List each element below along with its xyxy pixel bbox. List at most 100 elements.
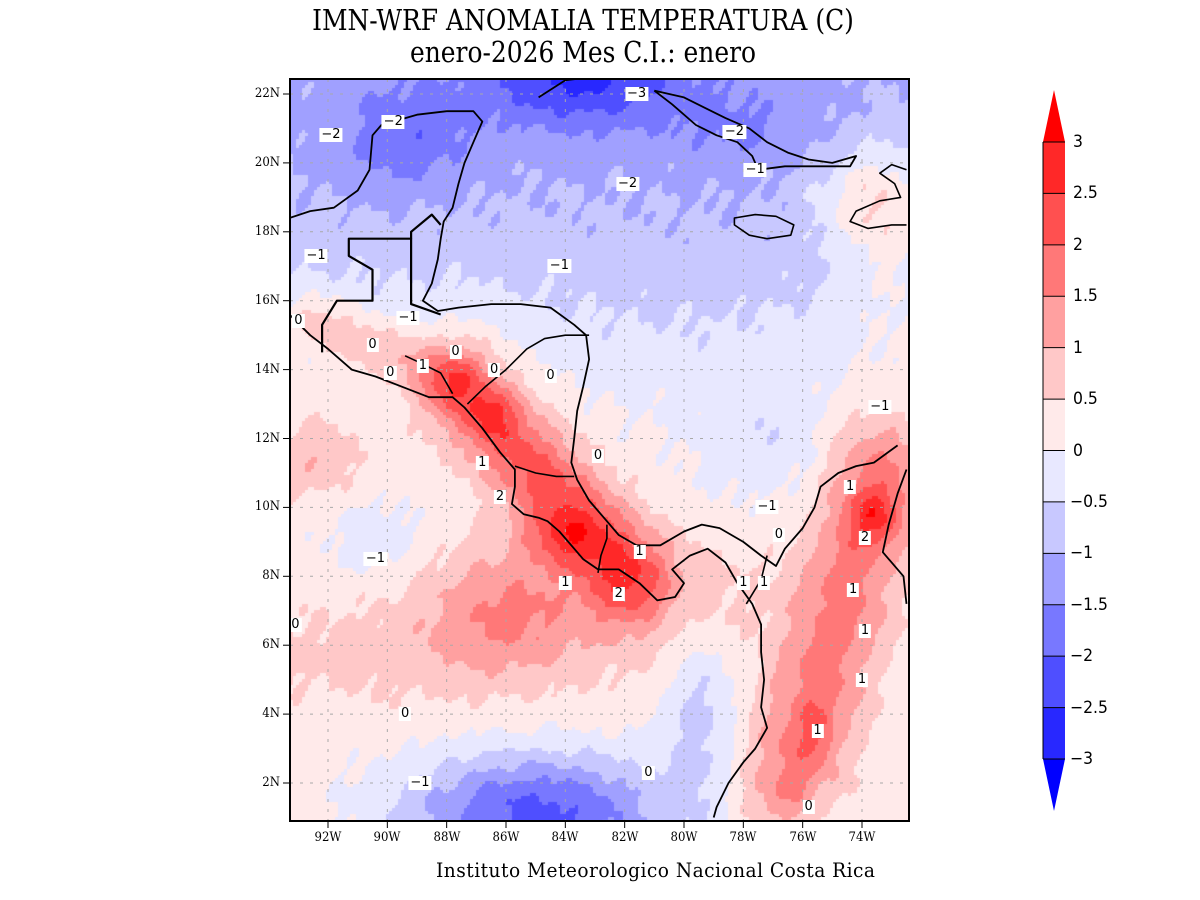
y-tick-label: 10N [254,499,280,515]
contour-label: 0 [398,706,412,722]
colorbar-label: 1 [1073,337,1083,358]
contour-label: −1 [304,247,328,263]
colorbar-bin [1043,142,1065,194]
contour-label: 0 [642,764,655,780]
contour-label: −2 [616,175,640,191]
x-tick-label: 84W [551,830,579,845]
contour-label: 1 [476,454,489,470]
contour-label: −1 [547,258,571,274]
contour-label: 0 [292,313,305,329]
border-costa-rica-panama [597,524,608,574]
border-belize [410,213,442,239]
contour-label: 0 [487,361,501,377]
border-nicaragua-costa-rica [514,465,575,478]
colorbar-label: 0.5 [1073,389,1098,410]
contour-label: 0 [366,337,379,353]
y-tick-label: 18N [254,223,280,239]
y-tick-label: 12N [254,430,280,446]
contour-label: −1 [396,309,420,325]
contour-label: 0 [384,365,397,381]
colorbar-label: −3 [1070,749,1094,769]
y-tick-label: 22N [254,86,280,101]
y-tick-label: 20N [254,154,280,170]
x-tick-label: 90W [373,830,401,845]
colorbar-bin [1043,244,1065,297]
colorbar-bin [1043,553,1065,606]
colorbar-label: 3 [1073,132,1083,152]
x-tick-label: 82W [611,830,639,845]
border-honduras-nicaragua [466,334,590,405]
coastline-cuba-west [538,79,584,99]
contour-label: 1 [843,478,857,494]
contour-label: 1 [757,575,771,591]
border-el-salvador [404,355,454,395]
contour-label: 2 [612,585,625,601]
colorbar-bin [1043,707,1065,760]
contour-label: −1 [363,551,388,567]
y-tick-label: 6N [262,637,280,653]
map-overlay [290,79,909,821]
contour-label: −1 [408,775,432,790]
contour-label: 0 [449,344,462,360]
x-tick-label: 74W [848,830,876,845]
contour-label: 1 [846,582,860,598]
contour-label: 0 [289,616,302,632]
y-tick-label: 14N [254,361,280,377]
colorbar-bin [1043,399,1065,451]
y-tick-label: 16N [254,292,280,308]
colorbar-bin [1043,193,1065,246]
contour-label: 0 [772,526,786,542]
contour-label: 1 [559,575,572,591]
contour-label: 2 [858,530,872,546]
map-panel: −3 −2 −2 −2 −2 −1 −1 −1 −1 −1 −1 −1 −1 0 0 0 0 0 0 0 0 0 0 0 0 1 1… [289,79,909,821]
colorbar-label: −2.5 [1070,697,1108,718]
colorbar-label: −2 [1070,646,1094,667]
colorbar-bin [1043,656,1065,709]
x-tick-label: 92W [314,830,342,845]
coastline-cuba [653,89,857,171]
x-tick-label: 86W [492,830,520,845]
colorbar-bin [1043,347,1065,400]
colorbar-bin [1043,450,1065,503]
x-tick-label: 88W [433,830,461,845]
colorbar-bin [1043,604,1065,657]
contour-label: −1 [755,499,779,515]
contour-label: −2 [381,113,405,129]
map-subtitle: enero-2026 Mes C.I.: enero [409,35,757,69]
map-frame-border [289,78,910,822]
contour-label: 1 [633,544,646,560]
y-tick-label: 2N [262,775,280,790]
contour-label: 1 [858,623,872,639]
border-colombia-venezuela [881,469,908,604]
contour-label: 1 [737,575,750,591]
colorbar-bin [1043,296,1065,349]
x-tick-label: 76W [789,830,817,845]
y-tick-label: 4N [262,706,280,722]
colorbar-min-arrow [1043,759,1065,811]
contour-label: 2 [493,489,507,505]
contour-label: 1 [855,671,869,687]
contour-label: −1 [868,399,892,415]
colorbar-label: −1.5 [1070,594,1108,615]
coastline-hispaniola [849,163,907,230]
contour-label: 0 [802,799,815,815]
border-guatemala [321,237,442,353]
colorbar-label: 2.5 [1073,183,1098,204]
contour-label: −2 [319,127,343,143]
map-title: IMN-WRF ANOMALIA TEMPERATURA (C) [312,3,854,37]
colorbar-label: 2 [1073,234,1083,255]
colorbar-label: −1 [1070,543,1094,564]
colorbar-label: 0 [1073,440,1083,461]
contour-label: 1 [416,358,430,374]
coastline-pacific [290,313,768,818]
x-tick-label: 80W [670,830,698,845]
credit-text: Instituto Meteorologico Nacional Costa R… [436,858,876,882]
contour-label: −1 [743,161,767,177]
coastline-jamaica [733,213,795,240]
contour-label: −3 [624,86,649,101]
coastline-caribbean [290,110,899,567]
contour-label: 0 [544,368,557,384]
colorbar-bin [1043,501,1065,554]
y-tick-label: 8N [262,568,280,584]
